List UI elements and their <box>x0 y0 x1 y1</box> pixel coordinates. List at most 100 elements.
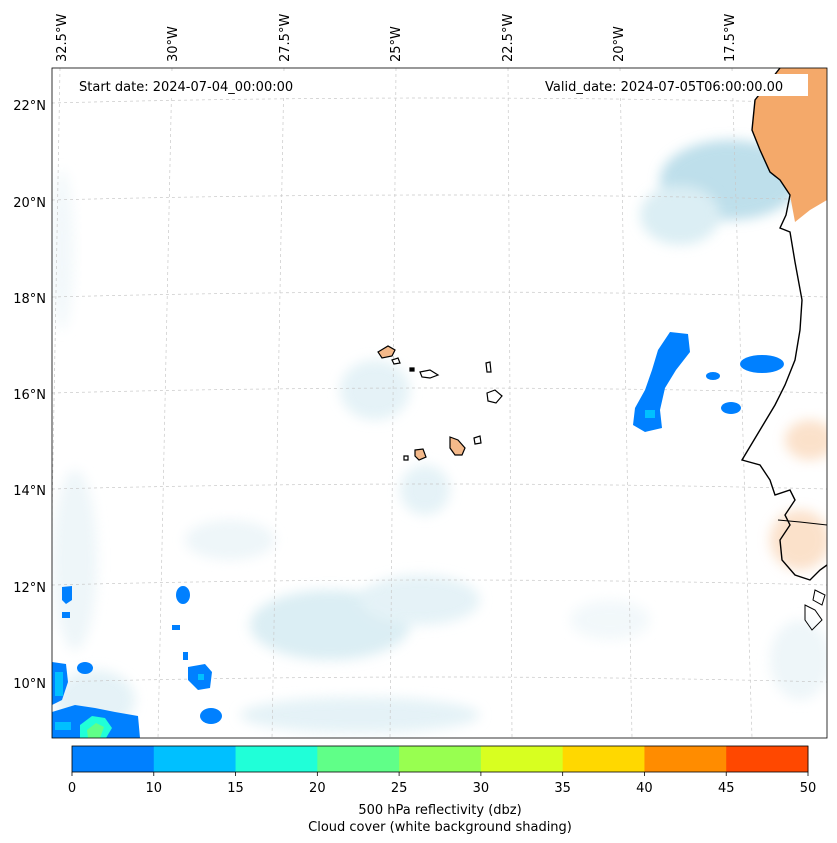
lon-label: 25°W <box>389 26 404 62</box>
echo-cell <box>183 652 188 660</box>
lon-label: 30°W <box>166 26 181 62</box>
colorbar-swatch <box>726 746 809 772</box>
valid-date-label: Valid_date: 2024-07-05T06:00:00.00 <box>545 80 783 95</box>
cloud-patch <box>640 185 720 245</box>
gridline-lon <box>389 68 397 738</box>
lat-label: 14°N <box>13 484 46 499</box>
lon-label: 22.5°W <box>501 14 516 62</box>
lon-label: 32.5°W <box>55 14 70 62</box>
gridline-lat <box>52 483 827 490</box>
gridline-lon <box>507 68 513 738</box>
colorbar-tick-label: 10 <box>146 781 163 796</box>
gridline-lat <box>52 291 827 298</box>
echo-core <box>55 722 71 730</box>
reflectivity-echoes <box>52 332 784 738</box>
colorbar-tick-label: 20 <box>309 781 326 796</box>
colorbar-tick-label: 40 <box>636 781 653 796</box>
colorbar-tick-label: 30 <box>473 781 490 796</box>
lat-label: 22°N <box>13 99 46 114</box>
echo-cell <box>62 612 70 618</box>
echo-cell <box>176 586 190 604</box>
island <box>403 455 409 461</box>
cloud-patch <box>240 697 480 733</box>
gridline-lat <box>52 97 827 104</box>
colorbar-swatch <box>399 746 482 772</box>
cloud-patch <box>360 575 480 625</box>
island <box>419 369 440 379</box>
echo-core <box>198 674 204 680</box>
coastline <box>740 68 827 581</box>
colorbar-tick-label: 15 <box>227 781 244 796</box>
map-content <box>52 68 827 738</box>
island <box>449 436 466 456</box>
island-outline <box>804 604 823 631</box>
colorbar-swatch <box>235 746 318 772</box>
gridline-lat <box>52 579 827 586</box>
lat-label: 18°N <box>13 292 46 307</box>
colorbar-subtitle: Cloud cover (white background shading) <box>308 820 572 835</box>
lat-label: 16°N <box>13 388 46 403</box>
colorbar-tick-label: 50 <box>800 781 817 796</box>
colorbar: 0 10 15 20 25 30 35 40 45 50 500 hPa reflectivity… <box>68 745 816 835</box>
colorbar-tick-label: 35 <box>554 781 571 796</box>
start-date-box <box>74 74 314 96</box>
island <box>486 389 503 404</box>
map-panel: Start date: 2024-07-04_00:00:00 Valid_da… <box>51 67 828 739</box>
gridline-lon <box>731 68 753 738</box>
colorbar-tick-label: 45 <box>718 781 735 796</box>
cloud-patch <box>770 620 827 700</box>
land-warm-shading <box>770 420 827 570</box>
start-date-label: Start date: 2024-07-04_00:00:00 <box>79 80 293 95</box>
lon-label: 20°W <box>612 26 627 62</box>
warm-patch <box>770 510 827 570</box>
lon-label: 27.5°W <box>278 14 293 62</box>
lat-label: 12°N <box>13 581 46 596</box>
colorbar-swatch <box>72 746 155 772</box>
island-outline <box>812 589 826 606</box>
colorbar-swatch <box>153 746 237 772</box>
echo-core <box>645 410 655 418</box>
colorbar-swatch <box>480 746 564 772</box>
african-coast <box>740 68 827 631</box>
colorbar-title: 500 hPa reflectivity (dbz) <box>358 803 521 818</box>
island <box>414 448 427 461</box>
island <box>391 357 401 365</box>
echo-cell <box>77 662 93 674</box>
gridline-lon <box>619 68 633 738</box>
cloud-patch <box>400 465 450 515</box>
echo-cell <box>200 708 222 724</box>
echo-cell <box>172 625 180 630</box>
colorbar-swatch <box>317 746 400 772</box>
colorbar-swatch <box>562 746 645 772</box>
cloud-patch <box>570 600 650 640</box>
colorbar-tick-label: 0 <box>68 781 76 796</box>
lat-label: 10°N <box>13 677 46 692</box>
cloud-cover-shading <box>52 140 827 733</box>
latitude-labels: 22°N 20°N 18°N 16°N 14°N 12°N 10°N <box>13 99 46 692</box>
warm-patch <box>785 420 827 460</box>
echo-cell <box>633 332 690 432</box>
echo-core <box>87 723 104 738</box>
cloud-patch <box>52 170 74 330</box>
land-warm-region <box>752 68 827 222</box>
island <box>409 367 415 372</box>
cloud-patch <box>340 360 410 420</box>
echo-cell <box>721 402 741 414</box>
lon-label: 17.5°W <box>723 14 738 62</box>
colorbar-tick-label: 25 <box>391 781 408 796</box>
echo-cell <box>706 372 720 380</box>
longitude-labels: 32.5°W 30°W 27.5°W 25°W 22.5°W 20°W 17.5… <box>55 14 738 62</box>
colorbar-ticks: 0 10 15 20 25 30 35 40 45 50 <box>68 772 816 796</box>
island <box>485 361 492 373</box>
echo-core <box>55 672 63 696</box>
map-frame <box>51 67 828 739</box>
echo-cell <box>62 586 72 604</box>
cloud-patch <box>53 470 97 650</box>
border-line <box>777 519 827 526</box>
colorbar-swatches <box>72 746 809 772</box>
gridline-lon <box>157 68 173 738</box>
cape-verde-islands <box>377 345 503 461</box>
gridline-lat <box>52 676 827 683</box>
echo-cell <box>740 355 784 373</box>
